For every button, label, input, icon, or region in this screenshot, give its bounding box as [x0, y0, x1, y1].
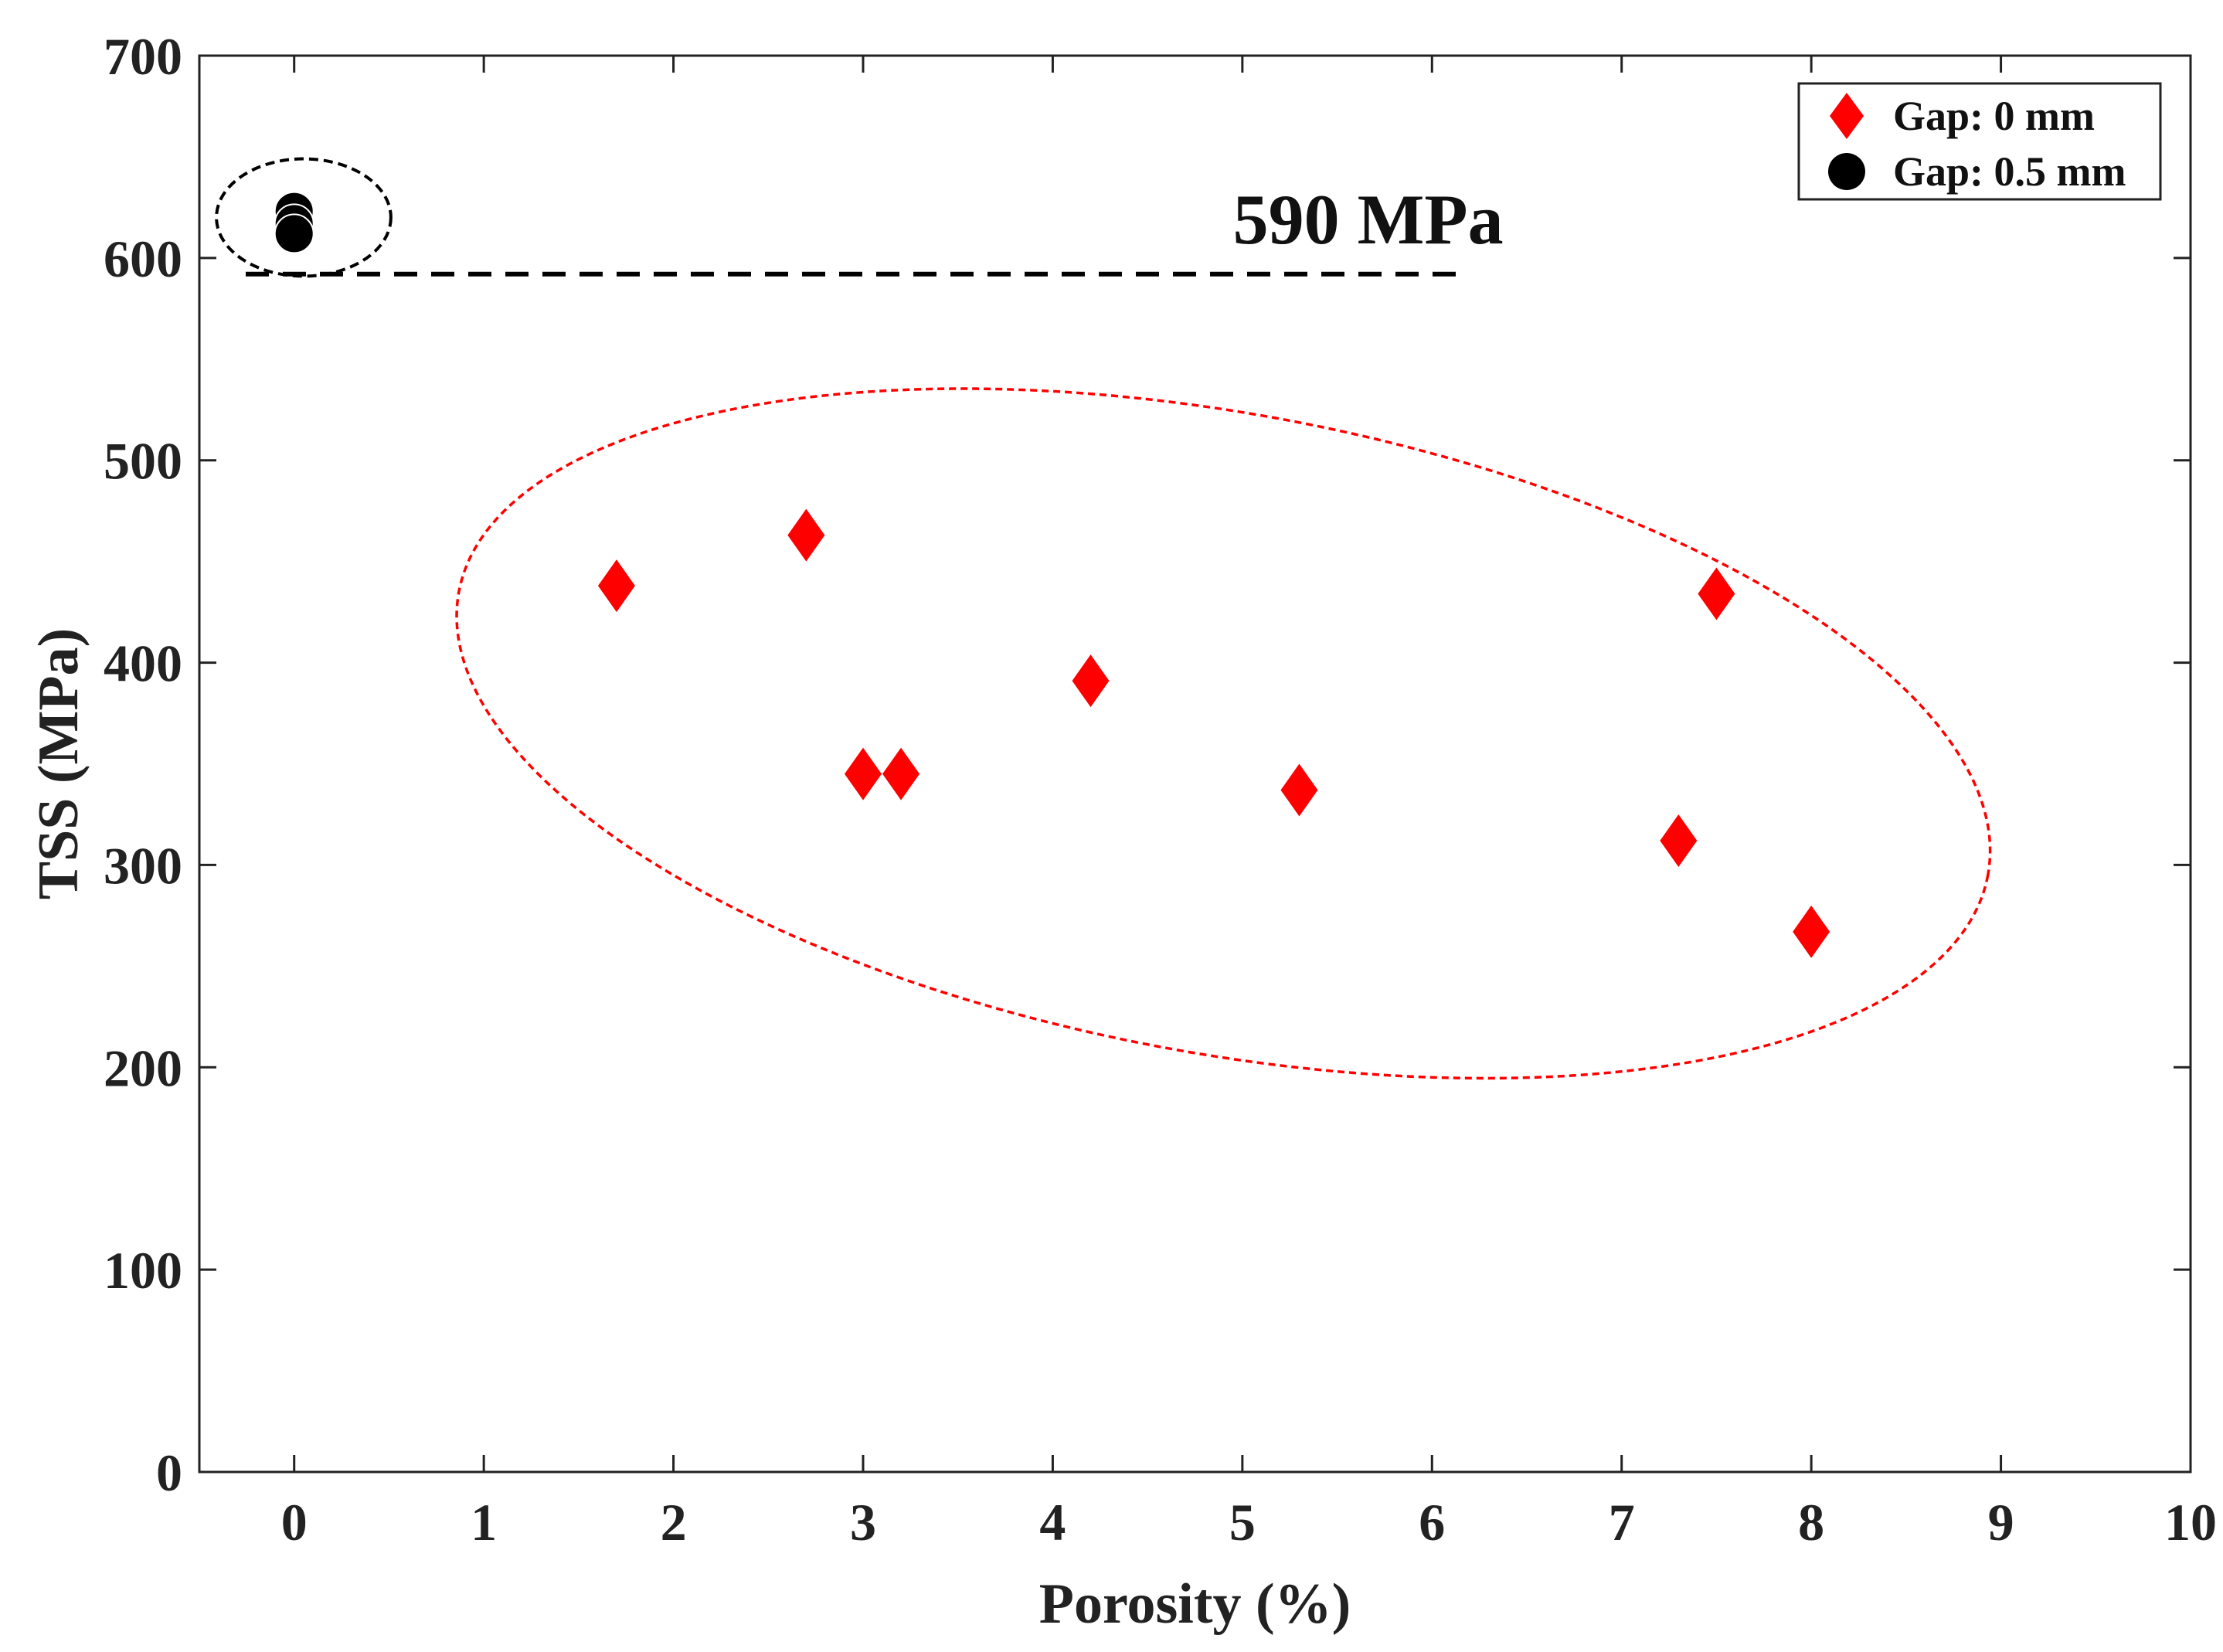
data-point-gap-0mm — [1793, 905, 1830, 958]
legend-marker-diamond — [1830, 93, 1864, 139]
plot-frame — [198, 54, 2192, 1474]
data-point-gap-0mm — [787, 508, 825, 562]
data-point-gap-0mm — [882, 747, 920, 801]
data-point-gap-0mm — [1072, 654, 1110, 708]
black-dashed-ellipse — [215, 157, 393, 278]
x-tick-label: 7 — [1609, 1493, 1635, 1552]
x-tick-label: 8 — [1798, 1493, 1824, 1552]
legend: Gap: 0 mm Gap: 0.5 mm — [1797, 82, 2162, 201]
data-point-gap-0mm — [845, 747, 882, 801]
legend-label-gap-0-5mm: Gap: 0.5 mm — [1893, 148, 2126, 195]
x-tick-label: 5 — [1229, 1493, 1256, 1552]
legend-label-gap-0mm: Gap: 0 mm — [1893, 93, 2095, 139]
y-tick-label: 200 — [104, 1038, 182, 1097]
data-point-gap-0mm — [1698, 567, 1735, 620]
y-tick-label: 500 — [104, 432, 182, 491]
data-point-gap-0mm — [597, 559, 635, 613]
y-tick-label: 0 — [156, 1443, 182, 1502]
x-tick-label: 0 — [281, 1493, 308, 1552]
x-tick-label: 1 — [471, 1493, 497, 1552]
x-tick-label: 10 — [2164, 1493, 2217, 1552]
y-tick-label: 100 — [104, 1241, 182, 1300]
data-point-gap-0mm — [1280, 763, 1318, 817]
x-tick-label: 6 — [1419, 1493, 1445, 1552]
y-tick-label: 300 — [104, 836, 182, 895]
x-tick-label: 4 — [1039, 1493, 1066, 1552]
y-axis-title: TSS (MPa) — [27, 628, 90, 900]
legend-marker-circle — [1828, 153, 1865, 190]
data-point-gap-0-5mm — [274, 213, 314, 254]
y-tick-label: 700 — [104, 27, 182, 86]
data-point-gap-0mm — [1660, 814, 1698, 868]
x-tick-label: 9 — [1988, 1493, 2014, 1552]
red-dashed-ellipse — [455, 387, 1992, 1080]
x-tick-label: 2 — [661, 1493, 687, 1552]
x-axis-title: Porosity (%) — [1039, 1572, 1351, 1636]
y-tick-label: 400 — [104, 634, 182, 693]
y-tick-label: 600 — [104, 229, 182, 288]
x-tick-label: 3 — [850, 1493, 876, 1552]
reference-line-label: 590 MPa — [1233, 180, 1504, 259]
